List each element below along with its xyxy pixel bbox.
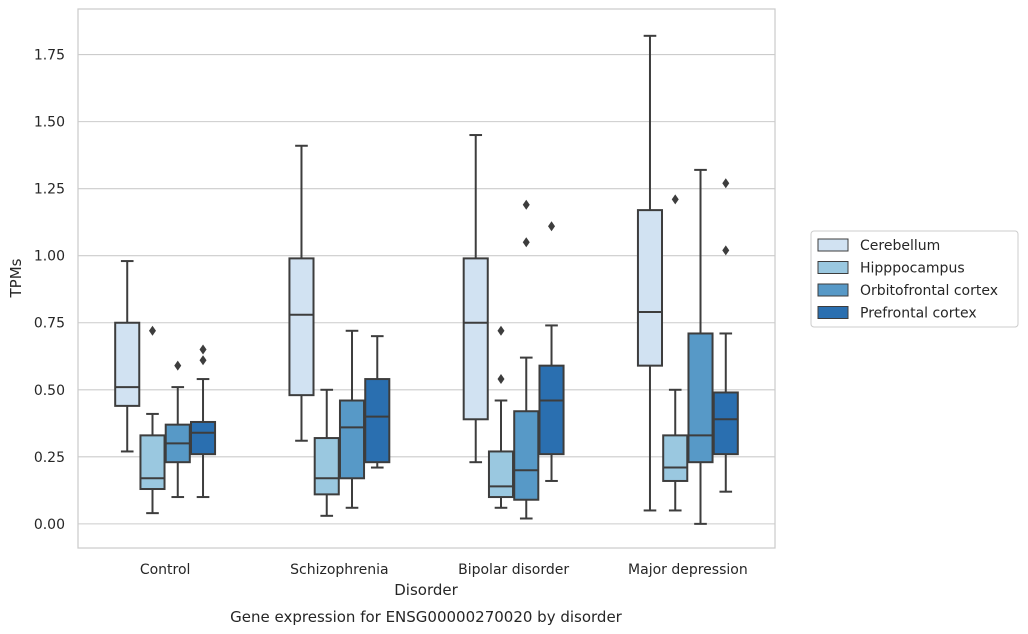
plot-frame bbox=[77, 8, 776, 549]
x-tick-label: Schizophrenia bbox=[290, 562, 388, 578]
series-group bbox=[164, 168, 714, 525]
y-tick-label: 0.50 bbox=[34, 383, 65, 399]
chart-caption: Gene expression for ENSG00000270020 by d… bbox=[230, 608, 623, 626]
box-item bbox=[114, 260, 141, 453]
box-rect bbox=[313, 437, 340, 496]
box-item bbox=[487, 325, 515, 509]
box-item bbox=[462, 134, 489, 464]
box-rect bbox=[338, 399, 366, 480]
legend-swatch bbox=[817, 238, 849, 252]
y-tick-label: 0.25 bbox=[34, 450, 65, 466]
series-group bbox=[114, 34, 664, 512]
outlier-point bbox=[199, 344, 207, 355]
outlier-point bbox=[497, 325, 505, 336]
x-tick-label: Bipolar disorder bbox=[458, 562, 569, 578]
y-axis-ticks: 0.00 0.25 0.50 0.75 1.00 1.25 1.50 1.75 bbox=[34, 48, 65, 533]
box-item bbox=[687, 168, 714, 525]
legend-swatch bbox=[817, 306, 849, 319]
y-tick-label: 0.00 bbox=[34, 517, 65, 533]
box-rect bbox=[114, 321, 141, 407]
box-item bbox=[538, 221, 565, 482]
outlier-point bbox=[174, 360, 182, 371]
box-rect bbox=[364, 378, 391, 464]
box-item bbox=[288, 144, 315, 442]
gridlines bbox=[78, 54, 775, 525]
y-tick-label: 1.50 bbox=[34, 115, 65, 131]
box-item bbox=[139, 325, 166, 515]
box-rect bbox=[636, 209, 664, 367]
outlier-point bbox=[722, 245, 730, 256]
box-rect bbox=[462, 257, 489, 421]
series-group bbox=[189, 178, 739, 499]
x-axis-ticks: Control Schizophrenia Bipolar disorder Majo… bbox=[140, 562, 748, 578]
box-rect bbox=[189, 420, 217, 456]
box-rect bbox=[687, 332, 714, 464]
box-rect bbox=[538, 364, 565, 456]
legend-label: Orbitofrontal cortex bbox=[860, 283, 998, 299]
legend-label: Hipppocampus bbox=[860, 261, 965, 277]
legend-frame bbox=[810, 230, 1019, 328]
box-item bbox=[189, 344, 217, 499]
y-tick-label: 1.00 bbox=[34, 249, 65, 265]
x-tick-label: Control bbox=[140, 562, 191, 578]
box-item bbox=[313, 388, 340, 517]
box-item bbox=[662, 194, 689, 512]
outlier-point bbox=[522, 199, 530, 210]
box-item bbox=[164, 360, 191, 499]
outlier-point bbox=[148, 325, 156, 336]
series-group bbox=[139, 194, 689, 517]
outlier-point bbox=[722, 178, 730, 189]
outlier-point bbox=[199, 355, 207, 366]
outlier-point bbox=[671, 194, 679, 205]
outlier-point bbox=[497, 374, 505, 385]
legend: Cerebellum Hipppocampus Orbitofrontal cort… bbox=[810, 230, 1019, 328]
y-axis-title: TPMs bbox=[7, 258, 25, 298]
box-rect bbox=[662, 434, 689, 482]
outlier-point bbox=[548, 221, 556, 232]
box-item bbox=[338, 329, 366, 509]
y-tick-label: 1.75 bbox=[34, 48, 65, 64]
box-series bbox=[114, 34, 739, 525]
box-rect bbox=[487, 450, 515, 499]
x-axis-title: Disorder bbox=[394, 581, 458, 599]
outlier-point bbox=[522, 237, 530, 248]
box-rect bbox=[139, 434, 166, 491]
box-item bbox=[636, 34, 664, 512]
box-item bbox=[712, 178, 739, 493]
legend-label: Cerebellum bbox=[860, 238, 940, 254]
box-rect bbox=[513, 410, 540, 501]
box-item bbox=[364, 335, 391, 469]
legend-swatch bbox=[817, 261, 849, 274]
box-rect bbox=[288, 257, 315, 397]
legend-label: Prefrontal cortex bbox=[860, 306, 977, 322]
y-tick-label: 0.75 bbox=[34, 316, 65, 332]
box-rect bbox=[712, 391, 739, 456]
y-tick-label: 1.25 bbox=[34, 182, 65, 198]
x-tick-label: Major depression bbox=[628, 562, 748, 578]
box-item bbox=[513, 199, 540, 520]
legend-swatch bbox=[817, 283, 849, 297]
